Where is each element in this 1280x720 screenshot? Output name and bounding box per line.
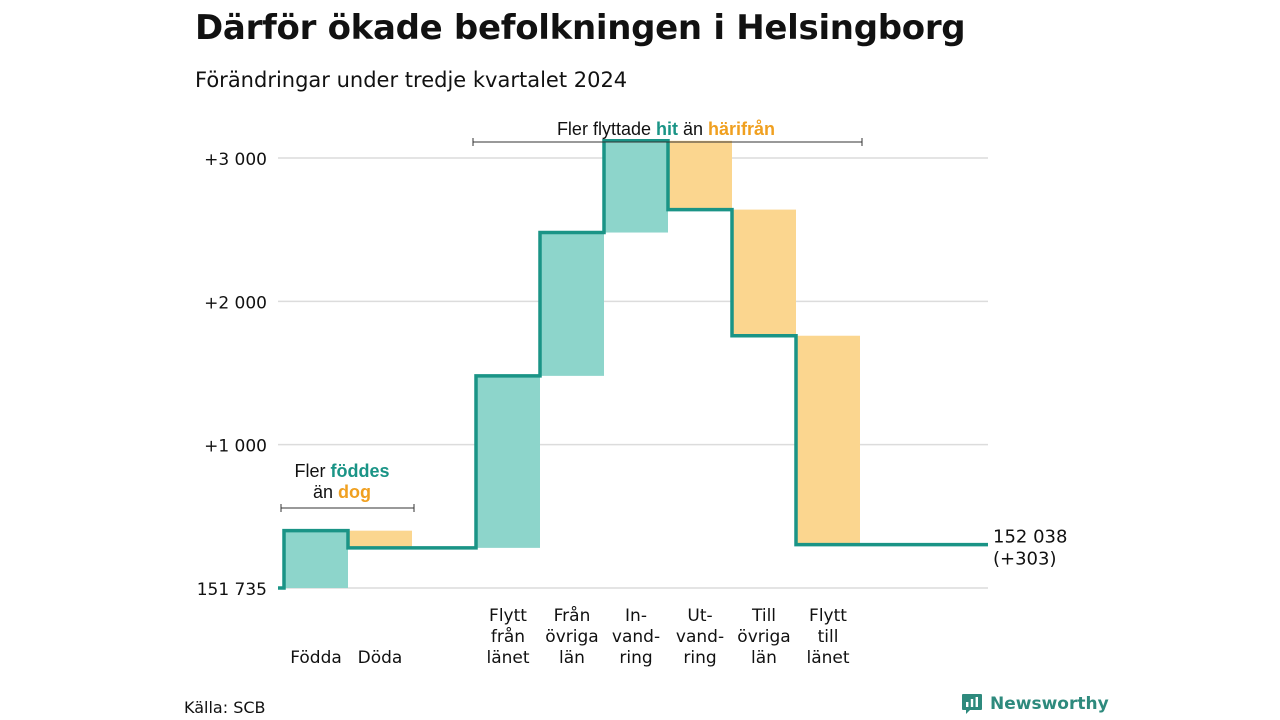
bar-till-övriga-län: [732, 209, 796, 336]
annotation-moves: Fler flyttade hit än härifrån: [557, 119, 775, 139]
bar-födda: [284, 530, 348, 588]
bar-flytt-till-länet: [796, 335, 860, 545]
cumulative-step-line: [278, 139, 988, 590]
x-category-label: Döda: [358, 648, 403, 668]
end-value-label: 152 038: [993, 527, 1067, 548]
end-change-label: (+303): [993, 549, 1056, 570]
annotation-births-line2: än dog: [313, 482, 371, 502]
source-note: Källa: SCB: [184, 698, 266, 717]
bar-in--vand--ring: [604, 140, 668, 233]
brand-logo: Newsworthy: [960, 692, 1109, 716]
brand-name: Newsworthy: [990, 694, 1109, 714]
x-category-label: Till övriga län: [737, 606, 790, 668]
x-category-label: Från övriga län: [545, 605, 598, 668]
x-category-label: Födda: [290, 648, 342, 668]
bar-döda: [348, 530, 412, 548]
chart-title: Därför ökade befolkningen i Helsingborg: [195, 8, 966, 48]
bar-från-övriga-län: [540, 232, 604, 376]
x-category-label: Flytt från länet: [486, 606, 529, 668]
newsworthy-logo-icon: [962, 694, 982, 714]
y-tick-label: +2 000: [204, 293, 267, 313]
y-tick-label: +3 000: [204, 150, 267, 170]
x-category-label: In-vand-ring: [612, 606, 660, 668]
x-category-label: Ut-vand-ring: [676, 606, 724, 668]
bar-ut--vand--ring: [668, 140, 732, 210]
y-tick-label: +1 000: [204, 437, 267, 457]
x-category-label: Flytt till länet: [806, 606, 849, 668]
baseline-label: 151 735: [197, 580, 267, 600]
annotation-births-line1: Fler föddes: [294, 461, 389, 481]
bar-flytt-från-länet: [476, 375, 540, 548]
chart-subtitle: Förändringar under tredje kvartalet 2024: [195, 68, 628, 92]
